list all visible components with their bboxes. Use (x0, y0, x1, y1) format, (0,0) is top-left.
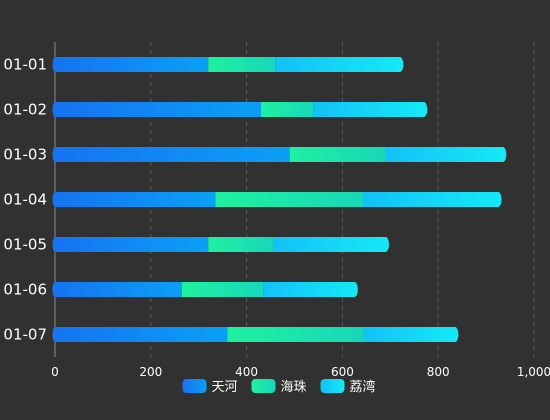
x-tick-label: 200 (139, 365, 162, 379)
x-tick-label: 600 (331, 365, 354, 379)
bar-start-cap (52, 282, 58, 297)
bar-segment[interactable] (208, 57, 276, 72)
bar-start-cap (52, 102, 58, 117)
bar-start-cap (52, 192, 58, 207)
x-tick-label: 800 (427, 365, 450, 379)
bars (52, 57, 507, 342)
bar-segment[interactable] (363, 327, 455, 342)
legend-label: 海珠 (281, 380, 307, 395)
bar-segment[interactable] (215, 192, 364, 207)
bar-end-cap (499, 147, 507, 162)
bar-segment[interactable] (313, 102, 424, 117)
bar-segment[interactable] (55, 102, 261, 117)
legend-item[interactable]: 天河 (182, 379, 238, 395)
y-tick-label: 01-05 (3, 236, 47, 254)
bar-segment[interactable] (227, 327, 364, 342)
legend-item[interactable]: 荔湾 (320, 379, 376, 395)
y-tick-label: 01-01 (3, 56, 47, 74)
bar-end-cap (451, 327, 459, 342)
bar-start-cap (52, 237, 58, 252)
legend-swatch (251, 379, 276, 393)
bar-end-cap (396, 57, 404, 72)
y-tick-label: 01-02 (3, 101, 47, 119)
bar-end-cap (350, 282, 358, 297)
bar-segment[interactable] (55, 57, 209, 72)
bar-segment[interactable] (363, 192, 499, 207)
bar-end-cap (382, 237, 390, 252)
bar-segment[interactable] (55, 237, 209, 252)
legend-label: 天河 (212, 380, 238, 395)
y-tick-labels: 01-01 01-02 01-03 01-04 01-05 01-06 01-07 (3, 56, 47, 344)
x-tick-label: 0 (51, 365, 59, 379)
bar-segment[interactable] (181, 282, 264, 297)
bar-segment[interactable] (55, 282, 182, 297)
bar-segment[interactable] (260, 102, 314, 117)
x-tick-label: 1,000 (517, 365, 550, 379)
legend-item[interactable]: 海珠 (251, 379, 307, 395)
y-tick-label: 01-03 (3, 146, 47, 164)
bar-start-cap (52, 147, 58, 162)
legend[interactable]: 天河 海珠 荔湾 (182, 379, 376, 395)
legend-swatch (182, 379, 207, 393)
bar-segment[interactable] (275, 57, 400, 72)
legend-swatch (320, 379, 345, 393)
y-tick-label: 01-04 (3, 191, 47, 209)
bar-segment[interactable] (55, 147, 290, 162)
legend-label: 荔湾 (350, 379, 376, 395)
bar-segment[interactable] (385, 147, 503, 162)
bar-end-cap (494, 192, 502, 207)
bar-segment[interactable] (289, 147, 386, 162)
bar-start-cap (52, 57, 58, 72)
bar-segment[interactable] (263, 282, 355, 297)
y-tick-label: 01-06 (3, 281, 47, 299)
bar-segment[interactable] (55, 327, 228, 342)
bar-segment[interactable] (55, 192, 216, 207)
bar-segment[interactable] (208, 237, 273, 252)
x-tick-label: 400 (235, 365, 258, 379)
y-tick-label: 01-07 (3, 326, 47, 344)
bar-end-cap (420, 102, 428, 117)
bar-start-cap (52, 327, 58, 342)
bar-segment[interactable] (272, 237, 386, 252)
x-tick-labels: 0 200 400 600 800 1,000 (51, 365, 550, 379)
